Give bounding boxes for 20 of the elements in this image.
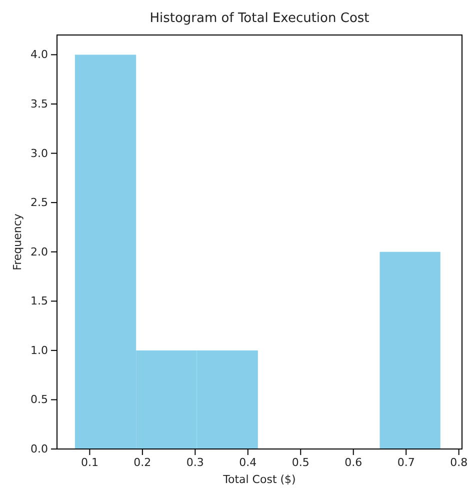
y-tick-label: 4.0 bbox=[30, 48, 48, 62]
x-tick-label: 0.1 bbox=[80, 456, 98, 469]
y-tick-label: 2.0 bbox=[30, 245, 48, 258]
chart-title: Histogram of Total Execution Cost bbox=[150, 11, 370, 26]
y-tick-label: 2.5 bbox=[30, 196, 48, 210]
x-tick-label: 0.4 bbox=[239, 456, 257, 469]
x-tick-label: 0.8 bbox=[450, 456, 468, 469]
y-tick-label: 1.0 bbox=[30, 344, 48, 357]
y-tick-label: 3.5 bbox=[30, 98, 48, 111]
x-tick-label: 0.3 bbox=[186, 456, 204, 469]
y-tick-label: 1.5 bbox=[30, 294, 48, 308]
x-tick-label: 0.2 bbox=[134, 456, 152, 469]
y-tick-label: 0.5 bbox=[30, 393, 48, 406]
x-tick-label: 0.5 bbox=[292, 456, 310, 469]
x-axis-title: Total Cost ($) bbox=[222, 473, 296, 486]
y-tick-label: 0.0 bbox=[30, 442, 48, 456]
x-tick-label: 0.7 bbox=[397, 456, 415, 469]
y-tick-label: 3.0 bbox=[30, 146, 48, 160]
y-axis-title: Frequency bbox=[11, 213, 24, 270]
x-tick-label: 0.6 bbox=[344, 456, 362, 469]
